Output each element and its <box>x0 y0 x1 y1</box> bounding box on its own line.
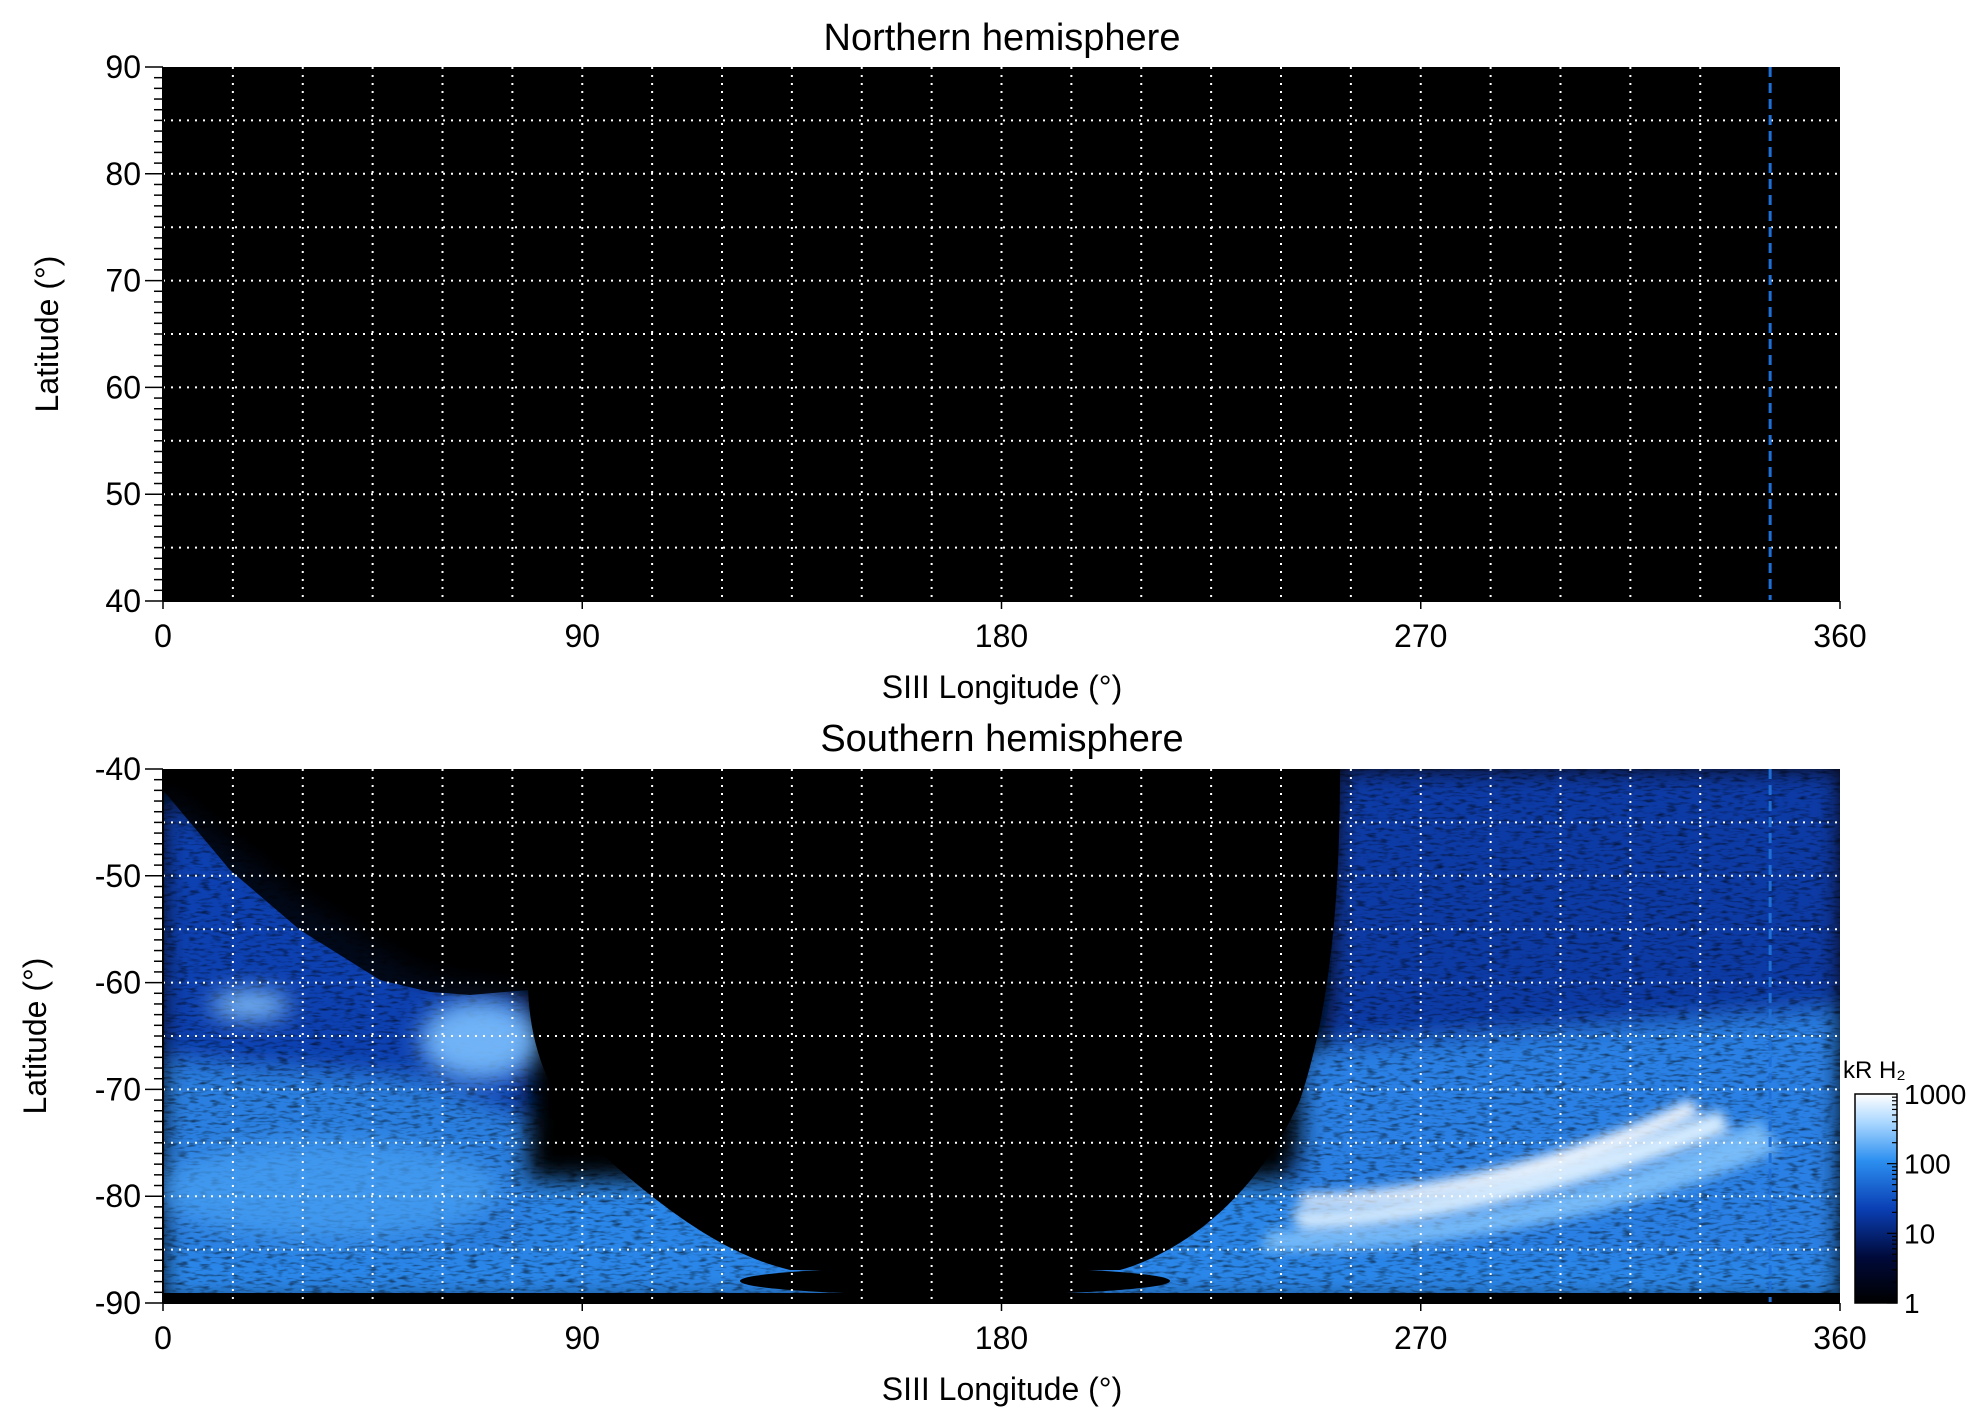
grid-lines <box>163 769 1840 1303</box>
colorbar-tick-label: 1 <box>1904 1288 1920 1319</box>
x-tick-label: 90 <box>564 618 600 654</box>
x-tick-label: 360 <box>1813 1320 1866 1356</box>
y-tick-label: -80 <box>95 1178 141 1214</box>
no-data-limb <box>740 1267 1170 1295</box>
colorbar-ticks: 1 10 100 1000 <box>1887 1079 1966 1319</box>
x-tick-label: 180 <box>975 1320 1028 1356</box>
y-tick-label: 70 <box>105 263 141 299</box>
x-axis-label: SIII Longitude (°) <box>882 669 1122 705</box>
x-tick-label: 180 <box>975 618 1028 654</box>
y-tick-label: -50 <box>95 858 141 894</box>
y-tick-label: 80 <box>105 156 141 192</box>
auroral-oval <box>1260 1100 1780 1251</box>
colorbar-tick-label: 100 <box>1904 1149 1951 1180</box>
colorbar: kR H₂ 1 10 100 1000 <box>1843 1057 1966 1319</box>
y-axis-label: Latitude (°) <box>17 958 53 1115</box>
x-tick-label: 0 <box>154 618 172 654</box>
northern-hemisphere-panel: Northern hemisphere 40 50 60 70 80 90 0 90 180 27… <box>29 17 1867 705</box>
x-tick-label: 0 <box>154 1320 172 1356</box>
colorbar-tick-label: 1000 <box>1904 1079 1966 1110</box>
y-tick-label: -90 <box>95 1285 141 1321</box>
y-axis-label: Latitude (°) <box>29 256 65 413</box>
y-tick-label: -40 <box>95 751 141 787</box>
panel-title: Northern hemisphere <box>824 17 1181 59</box>
colorbar-label: kR H₂ <box>1843 1057 1906 1084</box>
colorbar-tick-label: 10 <box>1904 1218 1935 1249</box>
y-tick-label: 60 <box>105 369 141 405</box>
x-tick-label: 270 <box>1394 618 1447 654</box>
y-tick-label: 90 <box>105 49 141 85</box>
bright-patch-left <box>163 991 540 1240</box>
y-tick-label: 50 <box>105 476 141 512</box>
colorbar-scale <box>1854 1093 1898 1304</box>
x-tick-label: 360 <box>1813 618 1866 654</box>
axes: 40 50 60 70 80 90 0 90 180 270 360 <box>105 49 1866 654</box>
southern-hemisphere-panel: Southern hemisphere <box>17 718 1867 1407</box>
axes: -90 -80 -70 -60 -50 -40 0 90 180 270 360 <box>95 751 1867 1356</box>
panel-title: Southern hemisphere <box>820 718 1183 760</box>
x-tick-label: 270 <box>1394 1320 1447 1356</box>
y-tick-label: -60 <box>95 965 141 1001</box>
y-tick-label: 40 <box>105 583 141 619</box>
x-axis-label: SIII Longitude (°) <box>882 1371 1122 1407</box>
grid-lines <box>163 67 1840 601</box>
y-tick-label: -70 <box>95 1071 141 1107</box>
no-data-region <box>528 769 1340 1270</box>
x-tick-label: 90 <box>564 1320 600 1356</box>
